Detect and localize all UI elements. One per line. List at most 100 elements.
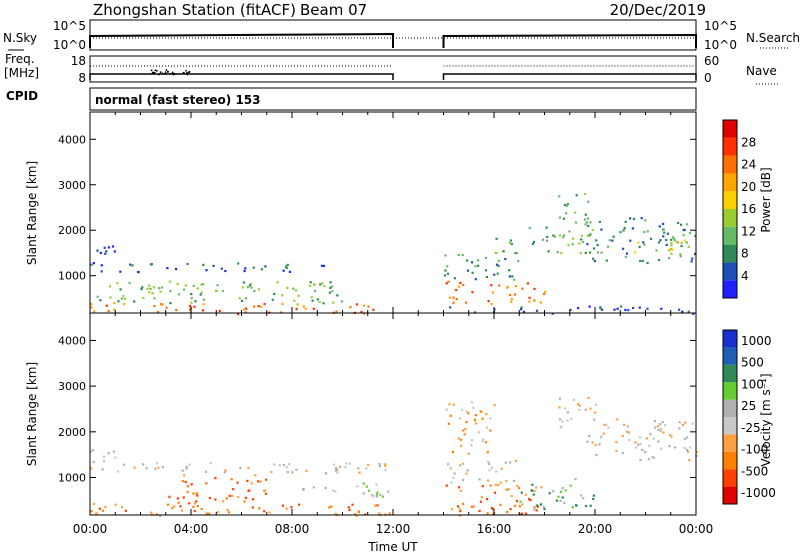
scatter-cell <box>512 479 515 482</box>
scatter-cell <box>199 293 202 296</box>
scatter-cell <box>379 493 382 496</box>
scatter-cell <box>354 513 357 516</box>
scatter-cell <box>309 281 312 284</box>
scatter-cell <box>458 507 461 510</box>
scatter-cell <box>362 482 365 485</box>
scatter-cell <box>486 498 489 501</box>
scatter-cell <box>286 286 289 289</box>
colorbar-segment <box>723 330 737 348</box>
scatter-cell <box>281 302 284 306</box>
scatter-cell <box>605 259 608 262</box>
scatter-cell <box>638 245 641 249</box>
scatter-cell <box>595 454 598 457</box>
station-title: Zhongshan Station (fitACF) <box>93 1 296 19</box>
scatter-cell <box>473 418 476 421</box>
scatter-cell <box>447 422 450 425</box>
scatter-cell <box>658 423 661 426</box>
scatter-cell <box>655 249 658 252</box>
colorbar-tick-label: 20 <box>741 180 756 194</box>
scatter-cell <box>528 498 531 501</box>
scatter-cell <box>458 486 461 489</box>
scatter-cell <box>652 437 655 440</box>
scatter-cell <box>489 417 492 420</box>
scatter-cell <box>599 307 602 310</box>
scatter-cell <box>169 289 172 292</box>
scatter-cell <box>565 212 568 215</box>
scatter-cell <box>305 469 308 472</box>
scatter-cell <box>319 283 322 286</box>
scatter-cell <box>244 311 247 314</box>
scatter-cell <box>181 509 184 512</box>
scatter-cell <box>312 486 315 489</box>
scatter-cell <box>90 306 93 309</box>
scatter-cell <box>448 296 451 299</box>
scatter-cell <box>623 226 626 230</box>
scatter-cell <box>92 460 95 463</box>
scatter-cell <box>584 504 588 508</box>
scatter-cell <box>658 225 661 228</box>
scatter-cell <box>574 478 577 481</box>
scatter-cell <box>638 306 641 309</box>
scatter-cell <box>653 456 656 460</box>
scatter-cell <box>190 297 193 300</box>
scatter-cell <box>563 234 566 237</box>
scatter-cell <box>444 274 447 277</box>
scatter-cell <box>365 467 368 470</box>
scatter-cell <box>509 461 512 464</box>
scatter-cell <box>450 481 453 484</box>
scatter-cell <box>150 263 153 266</box>
scatter-cell <box>489 429 492 432</box>
scatter-cell <box>651 455 654 459</box>
scatter-cell <box>506 511 509 514</box>
scatter-cell <box>611 239 614 242</box>
scatter-cell <box>487 300 490 303</box>
colorbar-segment <box>723 347 737 365</box>
scatter-cell <box>182 288 186 291</box>
scatter-cell <box>676 241 680 244</box>
scatter-cell <box>195 492 198 495</box>
scatter-cell <box>485 412 488 416</box>
colorbar-tick-label: 12 <box>741 224 756 238</box>
power-data <box>90 112 697 316</box>
scatter-cell <box>243 270 246 273</box>
scatter-cell <box>510 243 513 246</box>
scatter-cell <box>681 423 685 426</box>
scatter-cell <box>596 251 600 254</box>
scatter-cell <box>351 503 354 506</box>
scatter-cell <box>546 235 549 238</box>
colorbar-tick-label: 100 <box>741 377 764 391</box>
scatter-cell <box>520 491 523 494</box>
scatter-cell <box>456 505 460 508</box>
scatter-cell <box>230 478 233 481</box>
scatter-cell <box>466 469 469 472</box>
scatter-cell <box>480 496 483 499</box>
scatter-cell <box>670 238 673 241</box>
scatter-cell <box>264 492 268 495</box>
scatter-cell <box>457 253 460 256</box>
scatter-cell <box>276 281 279 284</box>
scatter-cell <box>580 234 583 237</box>
scatter-cell <box>104 252 107 255</box>
scatter-cell <box>460 445 463 448</box>
scatter-cell <box>552 490 555 493</box>
scatter-cell <box>100 264 103 267</box>
scatter-cell <box>499 481 502 484</box>
power-colorbar-label: Power [dB] <box>759 167 773 232</box>
scatter-cell <box>153 297 156 300</box>
scatter-cell <box>302 488 305 491</box>
scatter-cell <box>665 243 668 246</box>
scatter-cell <box>584 223 587 226</box>
scatter-cell <box>563 501 566 505</box>
scatter-cell <box>593 418 596 421</box>
scatter-cell <box>298 503 301 506</box>
scatter-cell <box>375 495 378 498</box>
scatter-cell <box>328 291 331 294</box>
scatter-cell <box>582 497 585 500</box>
scatter-cell <box>465 472 468 475</box>
scatter-cell <box>621 434 624 437</box>
scatter-cell <box>603 423 606 426</box>
scatter-cell <box>140 288 143 291</box>
scatter-cell <box>453 277 456 280</box>
scatter-cell <box>378 462 381 466</box>
scatter-cell <box>615 449 618 452</box>
